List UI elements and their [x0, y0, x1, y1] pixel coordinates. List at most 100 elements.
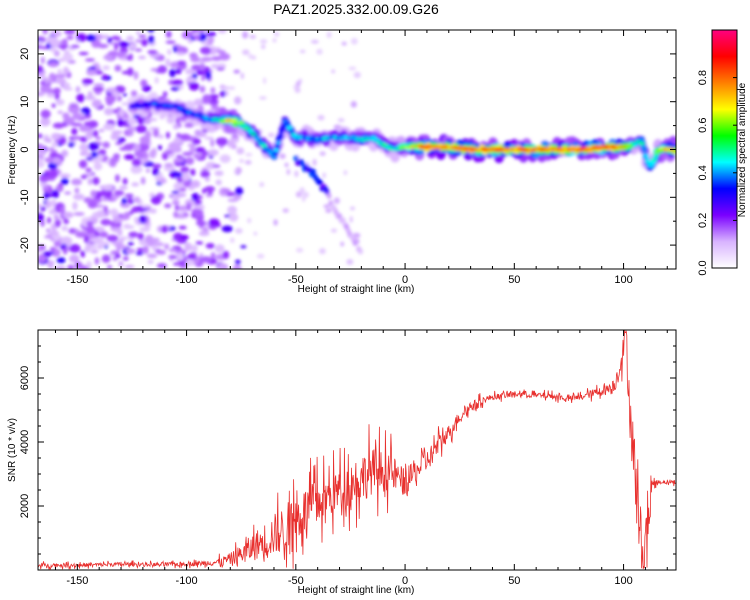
noise-blob: [62, 211, 74, 219]
noise-blob: [63, 66, 69, 76]
noise-blob: [114, 190, 125, 196]
colorbar-tick-label: 0.2: [697, 213, 709, 228]
noise-blob: [48, 61, 59, 68]
noise-blob: [52, 189, 60, 199]
noise-blob: [38, 68, 44, 73]
y-tick-label: 2000: [19, 494, 31, 518]
noise-blob: [106, 87, 117, 93]
ridge-blob: [640, 145, 647, 150]
noise-blob: [93, 83, 105, 87]
noise-blob: [79, 136, 88, 143]
noise-blob: [145, 168, 151, 173]
noise-blob: [71, 127, 78, 136]
noise-blob: [44, 185, 49, 191]
noise-blob: [128, 231, 139, 238]
noise-blob: [187, 143, 197, 147]
noise-blob: [61, 225, 69, 232]
colorbar-tick-label: 0.6: [697, 118, 709, 133]
noise-blob: [50, 234, 62, 240]
noise-blob: [185, 78, 197, 83]
noise-blob: [70, 44, 80, 49]
noise-blob: [259, 182, 265, 187]
noise-blob: [46, 138, 52, 143]
noise-blob: [244, 160, 252, 165]
noise-blob: [179, 261, 186, 265]
noise-blob: [72, 201, 78, 211]
x-tick-label: 0: [402, 575, 408, 587]
noise-blob: [295, 191, 302, 198]
noise-blob: [152, 163, 162, 169]
noise-blob: [152, 167, 160, 176]
noise-blob: [102, 73, 108, 80]
noise-blob: [222, 250, 230, 260]
noise-blob: [343, 170, 348, 176]
y-tick-label: 6000: [19, 366, 31, 390]
noise-blob: [167, 49, 172, 55]
noise-blob: [130, 90, 138, 97]
noise-blob: [92, 86, 105, 92]
noise-blob: [127, 241, 134, 246]
noise-blob: [193, 98, 205, 107]
noise-blob: [284, 162, 289, 168]
noise-blob: [62, 52, 74, 62]
noise-blob: [158, 178, 167, 184]
noise-blob: [193, 204, 205, 211]
noise-blob: [129, 43, 134, 50]
noise-blob: [54, 77, 67, 84]
noise-blob: [147, 49, 158, 55]
noise-blob: [125, 248, 136, 254]
noise-blob: [133, 143, 141, 153]
noise-blob: [74, 261, 83, 269]
noise-blob: [233, 194, 242, 201]
noise-blob: [168, 254, 178, 260]
ridge-blob: [641, 149, 648, 153]
noise-blob: [337, 118, 345, 123]
noise-blob: [51, 142, 58, 148]
noise-blob: [169, 68, 176, 78]
x-tick-label: -50: [288, 575, 304, 587]
noise-blob: [68, 136, 75, 141]
noise-blob: [175, 214, 188, 219]
noise-blob: [279, 153, 286, 160]
noise-blob: [90, 189, 97, 198]
noise-blob: [51, 103, 56, 108]
noise-blob: [127, 126, 137, 131]
noise-blob: [44, 235, 53, 239]
noise-blob: [294, 87, 301, 93]
noise-blob: [128, 117, 137, 126]
noise-blob: [38, 246, 44, 252]
noise-blob: [114, 254, 121, 259]
noise-blob: [146, 253, 158, 259]
x-tick-label: 50: [508, 575, 520, 587]
noise-blob: [215, 179, 222, 186]
noise-blob: [61, 149, 69, 158]
noise-blob: [49, 39, 61, 47]
noise-blob: [114, 174, 120, 183]
noise-blob: [109, 157, 120, 163]
noise-blob: [103, 205, 108, 214]
colorbar-gradient: [712, 30, 737, 268]
noise-blob: [107, 37, 113, 44]
noise-blob: [164, 150, 174, 155]
noise-blob: [177, 205, 190, 212]
x-tick-label: -150: [66, 274, 88, 286]
noise-blob: [54, 265, 66, 269]
noise-blob: [92, 130, 99, 138]
noise-blob: [76, 33, 87, 42]
noise-blob: [73, 193, 85, 201]
snr-x-ticks: -150 -100 -50 0 50 100: [54, 330, 668, 587]
noise-blob: [180, 166, 190, 174]
noise-blob: [204, 136, 214, 140]
x-tick-label: 100: [614, 274, 632, 286]
colorbar-frame: [711, 29, 738, 269]
noise-blob: [352, 232, 361, 238]
noise-blob: [193, 153, 203, 159]
branch-blob: [326, 192, 332, 199]
noise-blob: [242, 31, 249, 39]
noise-blob: [157, 134, 165, 139]
noise-blob: [331, 69, 335, 74]
ridge-blob: [276, 137, 283, 142]
noise-blob: [47, 162, 58, 170]
noise-blob: [340, 241, 345, 247]
